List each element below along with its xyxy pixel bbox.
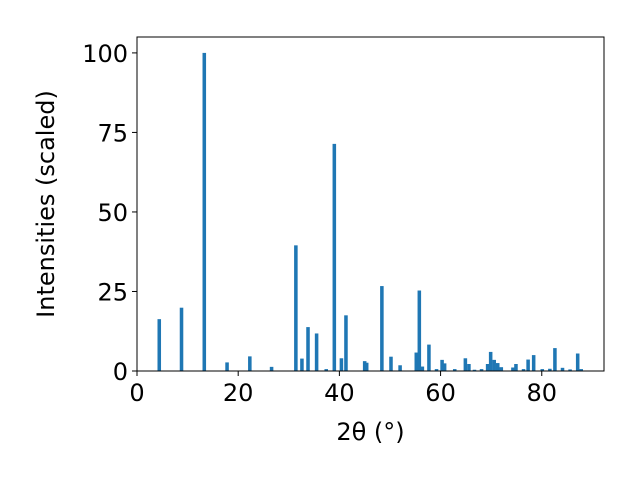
y-tick-label: 50 xyxy=(97,199,128,227)
bar xyxy=(294,245,298,371)
bar xyxy=(414,352,419,371)
y-tick-label: 75 xyxy=(97,119,128,147)
x-tick-label: 80 xyxy=(526,379,557,407)
bar xyxy=(420,366,425,371)
bar xyxy=(389,356,393,371)
y-axis-label: Intensities (scaled) xyxy=(32,90,60,318)
bar xyxy=(472,369,477,371)
bar xyxy=(452,369,457,371)
bar xyxy=(332,143,337,371)
bar xyxy=(440,359,444,371)
bar xyxy=(434,369,439,371)
bar xyxy=(488,351,493,371)
bar xyxy=(324,369,328,371)
y-tick-label: 25 xyxy=(97,278,128,306)
bar xyxy=(514,364,518,371)
bar xyxy=(553,348,557,371)
bar xyxy=(548,368,552,371)
bar xyxy=(499,367,504,371)
bar xyxy=(380,286,384,371)
bar xyxy=(521,369,526,371)
bar xyxy=(179,307,184,371)
bar xyxy=(575,353,580,371)
bar xyxy=(540,369,545,371)
bar xyxy=(300,358,304,371)
bar xyxy=(339,358,344,371)
bar xyxy=(485,364,490,371)
x-axis-label: 2θ (°) xyxy=(336,418,404,446)
ticks-group: 0 20 40 60 80 0 25 50 75 100 xyxy=(82,40,557,407)
bar xyxy=(248,356,252,371)
bar xyxy=(269,366,274,371)
bar xyxy=(157,319,162,371)
bar xyxy=(463,358,468,371)
bar xyxy=(306,327,310,371)
bar xyxy=(479,369,484,371)
bar xyxy=(526,359,530,371)
bar xyxy=(467,364,471,371)
x-tick-label: 40 xyxy=(324,379,355,407)
bar xyxy=(579,369,583,371)
y-tick-label: 0 xyxy=(113,358,128,386)
bar xyxy=(398,365,402,371)
bar xyxy=(362,361,367,371)
bar xyxy=(511,367,515,371)
bar xyxy=(225,362,229,371)
bar xyxy=(202,52,207,372)
x-tick-label: 20 xyxy=(223,379,254,407)
bar xyxy=(427,344,431,371)
x-tick-label: 0 xyxy=(129,379,144,407)
bar xyxy=(560,367,565,371)
bar xyxy=(344,315,348,371)
plot-frame xyxy=(136,36,605,372)
bar xyxy=(531,355,536,371)
bar xyxy=(442,363,447,371)
bars-group xyxy=(157,52,583,372)
x-tick-label: 60 xyxy=(425,379,456,407)
bar xyxy=(492,359,496,371)
bar xyxy=(568,369,572,371)
bar xyxy=(314,333,319,371)
bar xyxy=(364,362,369,371)
y-tick-label: 100 xyxy=(82,40,128,68)
bar xyxy=(495,363,500,371)
bar xyxy=(417,290,422,371)
